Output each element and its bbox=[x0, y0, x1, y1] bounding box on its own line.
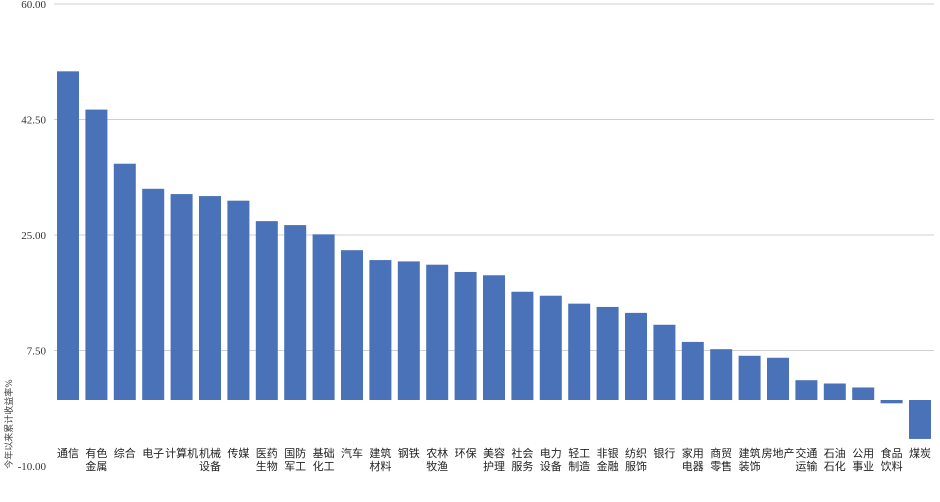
bar bbox=[852, 387, 875, 400]
bar bbox=[199, 196, 221, 400]
x-category-label: 有色金属 bbox=[85, 446, 107, 473]
bar bbox=[511, 291, 534, 400]
x-category-label: 房地产 bbox=[762, 446, 795, 460]
x-category-label: 纺织服饰 bbox=[625, 446, 647, 473]
bar bbox=[369, 260, 392, 400]
bar bbox=[710, 349, 733, 400]
x-category-label: 煤炭 bbox=[909, 447, 931, 460]
bar bbox=[823, 383, 846, 400]
bar bbox=[113, 163, 136, 400]
x-category-label: 社会服务 bbox=[511, 446, 533, 473]
bar bbox=[625, 312, 647, 400]
x-category-label: 银行 bbox=[653, 446, 675, 460]
bar bbox=[426, 264, 449, 400]
x-category-label: 钢铁 bbox=[398, 447, 420, 460]
bar bbox=[483, 275, 505, 400]
x-category-label: 环保 bbox=[455, 446, 477, 460]
x-category-label: 医药生物 bbox=[256, 447, 278, 473]
x-category-label: 国防军工 bbox=[284, 446, 306, 473]
bar bbox=[880, 400, 903, 404]
y-tick-label: -10.00 bbox=[18, 461, 47, 473]
x-category-label: 美容护理 bbox=[483, 446, 505, 473]
bar bbox=[568, 303, 591, 400]
x-category-label: 电子 bbox=[142, 447, 164, 460]
y-tick-label: 60.00 bbox=[21, 0, 46, 11]
x-category-label: 交通运输 bbox=[795, 446, 817, 473]
x-category-label: 公用事业 bbox=[852, 447, 874, 473]
x-category-label: 非银金融 bbox=[597, 446, 619, 473]
x-category-label: 电力设备 bbox=[540, 447, 562, 473]
bar bbox=[681, 341, 704, 400]
bar bbox=[653, 324, 676, 400]
x-category-label: 轻工制造 bbox=[568, 446, 590, 473]
bar bbox=[767, 357, 789, 400]
bar bbox=[255, 221, 278, 400]
y-tick-label: 7.50 bbox=[27, 346, 47, 358]
bar bbox=[795, 380, 818, 400]
x-category-label: 综合 bbox=[114, 446, 136, 460]
bar bbox=[596, 306, 619, 400]
x-category-label: 石油石化 bbox=[824, 446, 846, 473]
bar bbox=[738, 355, 761, 400]
y-axis-title: 今年以来累计收益率% bbox=[3, 379, 15, 469]
bar bbox=[57, 71, 79, 400]
x-category-label: 计算机 bbox=[165, 446, 198, 460]
bars bbox=[57, 71, 931, 439]
bar bbox=[909, 400, 931, 439]
bar bbox=[142, 188, 165, 400]
x-axis-categories: 通信 有色金属综合 电子 计算机 机械设备传媒 医药生物国防军工基础化工汽车 建筑材料钢铁农… bbox=[57, 446, 931, 473]
x-category-label: 机械设备 bbox=[199, 446, 221, 473]
bar bbox=[284, 225, 307, 400]
bar bbox=[397, 261, 420, 400]
x-category-label: 基础化工 bbox=[313, 447, 335, 473]
x-category-label: 建筑材料 bbox=[369, 446, 391, 473]
bar bbox=[312, 234, 335, 400]
bar bbox=[454, 271, 477, 400]
bar bbox=[170, 194, 193, 400]
y-axis: -10.00 7.50 25.00 42.50 60.00 bbox=[18, 0, 47, 473]
x-category-label: 农林牧渔 bbox=[426, 446, 448, 473]
x-category-label: 食品饮料 bbox=[881, 446, 903, 473]
x-category-label: 传媒 bbox=[227, 447, 249, 460]
x-category-label: 汽车 bbox=[341, 446, 363, 460]
x-category-label: 通信 bbox=[57, 447, 79, 460]
x-category-label: 建筑装饰 bbox=[739, 446, 761, 473]
x-category-label: 家用电器 bbox=[682, 446, 704, 473]
y-tick-label: 42.50 bbox=[21, 115, 46, 127]
bar bbox=[539, 295, 562, 400]
bar bbox=[227, 200, 250, 400]
y-tick-label: 25.00 bbox=[21, 230, 46, 242]
x-category-label: 商贸零售 bbox=[710, 446, 732, 473]
bar bbox=[341, 250, 363, 400]
bar bbox=[85, 109, 108, 400]
